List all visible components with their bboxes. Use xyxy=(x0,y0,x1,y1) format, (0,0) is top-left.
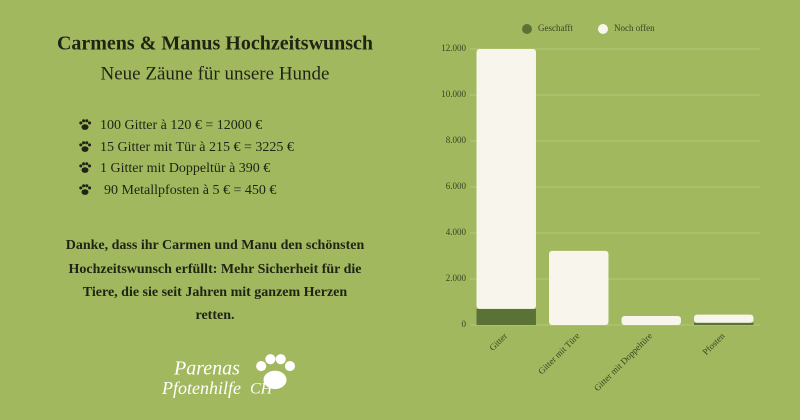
list-item: 90 Metallpfosten à 5 € = 450 € xyxy=(104,183,276,198)
x-tick-label: Gitter mit Doppeltüre xyxy=(592,331,654,393)
bar-segment xyxy=(694,314,754,323)
legend-label: Noch offen xyxy=(614,23,655,33)
y-tick-label: 8.000 xyxy=(446,135,467,145)
bar-segment xyxy=(694,322,754,325)
legend-swatch xyxy=(522,24,532,34)
bar-segment xyxy=(549,250,609,325)
list-item: 100 Gitter à 120 € = 12000 € xyxy=(100,118,262,133)
y-tick-label: 6.000 xyxy=(446,181,467,191)
logo-text: Parenas xyxy=(173,358,240,380)
bar-segment xyxy=(476,49,536,309)
title: Carmens & Manus Hochzeitswunsch xyxy=(57,33,373,55)
x-tick-label: Gitter xyxy=(487,331,509,353)
legend-label: Geschafft xyxy=(538,23,573,33)
bar-segment xyxy=(476,308,536,325)
message-line: Danke, dass ihr Carmen und Manu den schö… xyxy=(66,238,365,253)
y-tick-label: 12.000 xyxy=(441,43,466,53)
y-tick-label: 10.000 xyxy=(441,89,466,99)
chart: 0 2.000 4.000 6.000 8.000 10.000 12.000 Geschaf… xyxy=(441,23,760,393)
logo-text: CH xyxy=(250,381,274,398)
logo: Parenas Pfotenhilfe CH xyxy=(161,354,296,398)
y-tick-label: 4.000 xyxy=(446,227,467,237)
x-tick-label: Pfosten xyxy=(700,330,727,357)
message-line: Hochzeitswunsch erfüllt: Mehr Sicherheit… xyxy=(68,262,361,277)
subtitle: Neue Zäune für unsere Hunde xyxy=(101,63,330,84)
x-tick-label: Gitter mit Türe xyxy=(536,331,581,376)
list-item: 1 Gitter mit Doppeltür à 390 € xyxy=(100,161,270,176)
legend-swatch xyxy=(598,24,608,34)
message-line: Tiere, die sie seit Jahren mit ganzem He… xyxy=(83,285,348,300)
list-item: 15 Gitter mit Tür à 215 € = 3225 € xyxy=(100,140,294,155)
message-line: retten. xyxy=(196,308,235,323)
bar-segment xyxy=(621,316,681,325)
logo-text: Pfotenhilfe xyxy=(161,378,241,398)
y-tick-label: 2.000 xyxy=(446,273,467,283)
paw-icons xyxy=(79,119,92,195)
y-tick-label: 0 xyxy=(462,319,467,329)
